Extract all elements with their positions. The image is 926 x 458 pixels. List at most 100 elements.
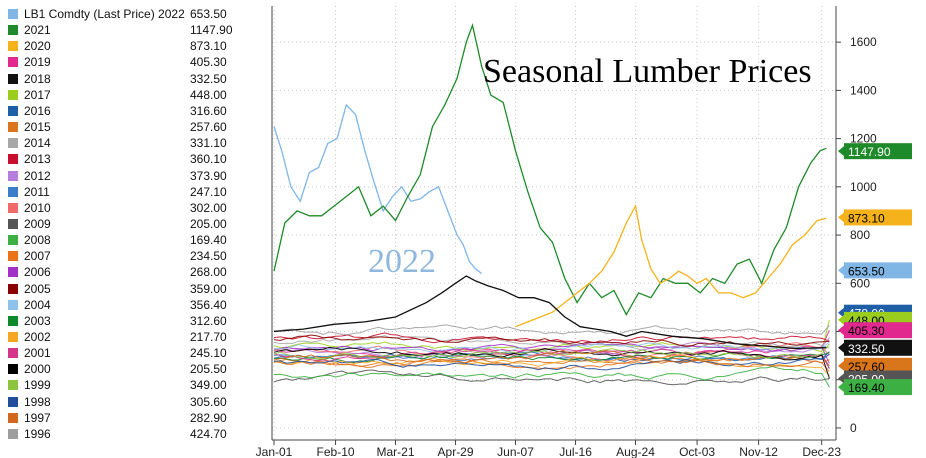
legend-value: 360.10 <box>190 152 227 167</box>
y-tick-label: 1400 <box>850 83 877 97</box>
legend-swatch <box>8 25 18 36</box>
y-tick-label: 0 <box>850 421 857 435</box>
last-value-badge <box>844 209 912 226</box>
legend-value: 332.50 <box>190 71 227 86</box>
series-line-2000 <box>273 346 830 379</box>
last-value-pointer <box>838 342 844 353</box>
x-tick-label: Feb-10 <box>317 445 355 458</box>
legend-label: 2009 <box>24 216 51 231</box>
legend-entry: 2018 332.50 <box>0 71 268 87</box>
legend-value: 257.60 <box>190 120 227 135</box>
legend-entry: 2004 356.40 <box>0 297 268 313</box>
legend-swatch <box>8 218 18 229</box>
last-value-badge <box>844 339 912 356</box>
legend-value: 305.60 <box>190 394 227 409</box>
legend-value: 205.00 <box>190 216 227 231</box>
y-tick-label: 600 <box>850 276 870 290</box>
legend-value: 653.50 <box>190 7 227 21</box>
legend-label: 1996 <box>24 426 51 441</box>
legend-label: 2004 <box>24 297 51 312</box>
last-value-pointer <box>838 382 844 393</box>
series-line-2006 <box>273 341 830 364</box>
legend-value: 247.10 <box>190 184 227 199</box>
last-value-pointer <box>838 212 844 223</box>
legend-entry: 2003 312.60 <box>0 313 268 329</box>
legend-value: 424.70 <box>190 426 227 441</box>
series-line-2018 <box>273 275 827 350</box>
series-line-2011 <box>273 353 830 369</box>
legend-swatch <box>8 41 18 52</box>
legend-swatch <box>8 202 18 213</box>
last-value-badge <box>844 322 912 339</box>
legend-value: 245.10 <box>190 346 227 361</box>
x-tick-label: Mar-21 <box>377 445 415 458</box>
series-line-1997 <box>273 350 830 368</box>
last-value-badge <box>844 262 912 279</box>
legend-swatch <box>8 122 18 133</box>
last-value-label: 653.50 <box>848 264 885 278</box>
legend-entry: 2013 360.10 <box>0 151 268 167</box>
last-value-pointer <box>838 373 844 384</box>
legend-value: 316.60 <box>190 103 227 118</box>
legend-swatch <box>8 186 18 197</box>
legend-label: 1998 <box>24 394 51 409</box>
last-value-pointer <box>838 265 844 276</box>
legend-entry: 2011 247.10 <box>0 184 268 200</box>
legend-value: 169.40 <box>190 233 227 248</box>
legend-label: 2001 <box>24 346 51 361</box>
legend-label: 2016 <box>24 103 51 118</box>
x-tick-label: Nov-12 <box>739 445 778 458</box>
legend-label: LB1 Comdty (Last Price) 2022 <box>24 7 185 21</box>
legend-label: 2007 <box>24 249 51 264</box>
legend-swatch <box>8 267 18 278</box>
last-value-badge <box>844 379 912 396</box>
last-value-label: 169.40 <box>848 381 885 395</box>
y-tick-label: 1600 <box>850 35 877 49</box>
legend-value: 1147.90 <box>190 23 233 38</box>
legend-label: 1999 <box>24 378 51 393</box>
legend-entry: 2008 169.40 <box>0 232 268 248</box>
legend-swatch <box>8 73 18 84</box>
last-value-label: 405.30 <box>848 324 885 338</box>
last-value-pointer <box>838 325 844 336</box>
x-tick-label: Oct-03 <box>679 445 715 458</box>
legend-value: 349.00 <box>190 378 227 393</box>
legend-value: 373.90 <box>190 168 227 183</box>
series-line-2007 <box>273 355 830 372</box>
legend-label: 2005 <box>24 281 51 296</box>
legend-swatch <box>8 138 18 149</box>
last-value-label: 1147.90 <box>848 145 891 159</box>
legend-label: 2015 <box>24 120 51 135</box>
legend-entry: 2005 359.00 <box>0 281 268 297</box>
legend-value: 873.10 <box>190 39 227 54</box>
legend-label: 1997 <box>24 410 51 425</box>
chart-legend: LB1 Comdty (Last Price) 2022 653.50 2021 11… <box>0 0 268 458</box>
series-line-2002 <box>274 353 830 376</box>
x-tick-label: Dec-23 <box>802 445 841 458</box>
legend-label: 2006 <box>24 265 51 280</box>
last-value-badge <box>844 143 912 160</box>
legend-label: 2021 <box>24 23 51 38</box>
legend-value: 448.00 <box>190 87 227 102</box>
legend-swatch <box>8 89 18 100</box>
legend-value: 268.00 <box>190 265 227 280</box>
legend-entry: 2002 217.70 <box>0 329 268 345</box>
legend-swatch <box>8 364 18 375</box>
series-line-2009 <box>273 369 830 386</box>
legend-value: 312.60 <box>190 313 227 328</box>
legend-entry: 1999 349.00 <box>0 377 268 393</box>
legend-value: 356.40 <box>190 297 227 312</box>
legend-value: 302.00 <box>190 200 227 215</box>
legend-value: 234.50 <box>190 249 227 264</box>
last-value-pointer <box>838 360 844 371</box>
legend-value: 205.50 <box>190 362 227 377</box>
chart-title: Seasonal Lumber Prices <box>483 53 812 90</box>
legend-entry: 2000 205.50 <box>0 361 268 377</box>
legend-entry: 2019 405.30 <box>0 54 268 70</box>
legend-swatch <box>8 235 18 246</box>
legend-label: 2000 <box>24 362 51 377</box>
legend-swatch <box>8 428 18 439</box>
legend-label: 2011 <box>24 184 50 199</box>
legend-value: 282.90 <box>190 410 227 425</box>
